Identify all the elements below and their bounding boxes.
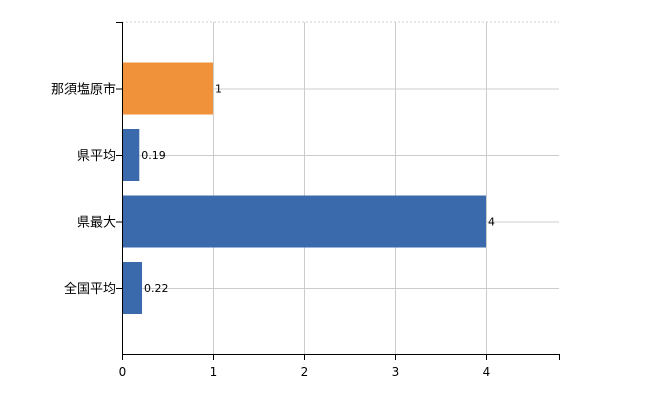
- grid: [122, 21, 559, 354]
- category-label: 県平均: [77, 149, 116, 164]
- data-label: 0.22: [144, 282, 169, 295]
- bar-0: [122, 62, 213, 115]
- x-tick-label: 1: [210, 365, 218, 379]
- data-label: 1: [215, 83, 222, 96]
- bar-1: [122, 129, 140, 181]
- bar-2: [122, 195, 486, 248]
- x-tick-label: 4: [483, 365, 491, 379]
- category-label: 県最大: [77, 216, 116, 231]
- data-label: 4: [488, 216, 495, 229]
- bars: [122, 62, 486, 314]
- labels: 1 那須塩原市 0.19 県平均 4 県最大 0.22 全国平均 0 1 2 3 4: [51, 82, 495, 380]
- axes: [116, 22, 560, 360]
- x-tick-label: 3: [392, 365, 400, 379]
- x-tick-label: 2: [301, 365, 309, 379]
- category-label: 那須塩原市: [51, 82, 116, 98]
- bar-3: [122, 262, 143, 314]
- data-label: 0.19: [141, 149, 166, 162]
- x-tick-label: 0: [119, 365, 127, 379]
- category-label: 全国平均: [64, 281, 116, 297]
